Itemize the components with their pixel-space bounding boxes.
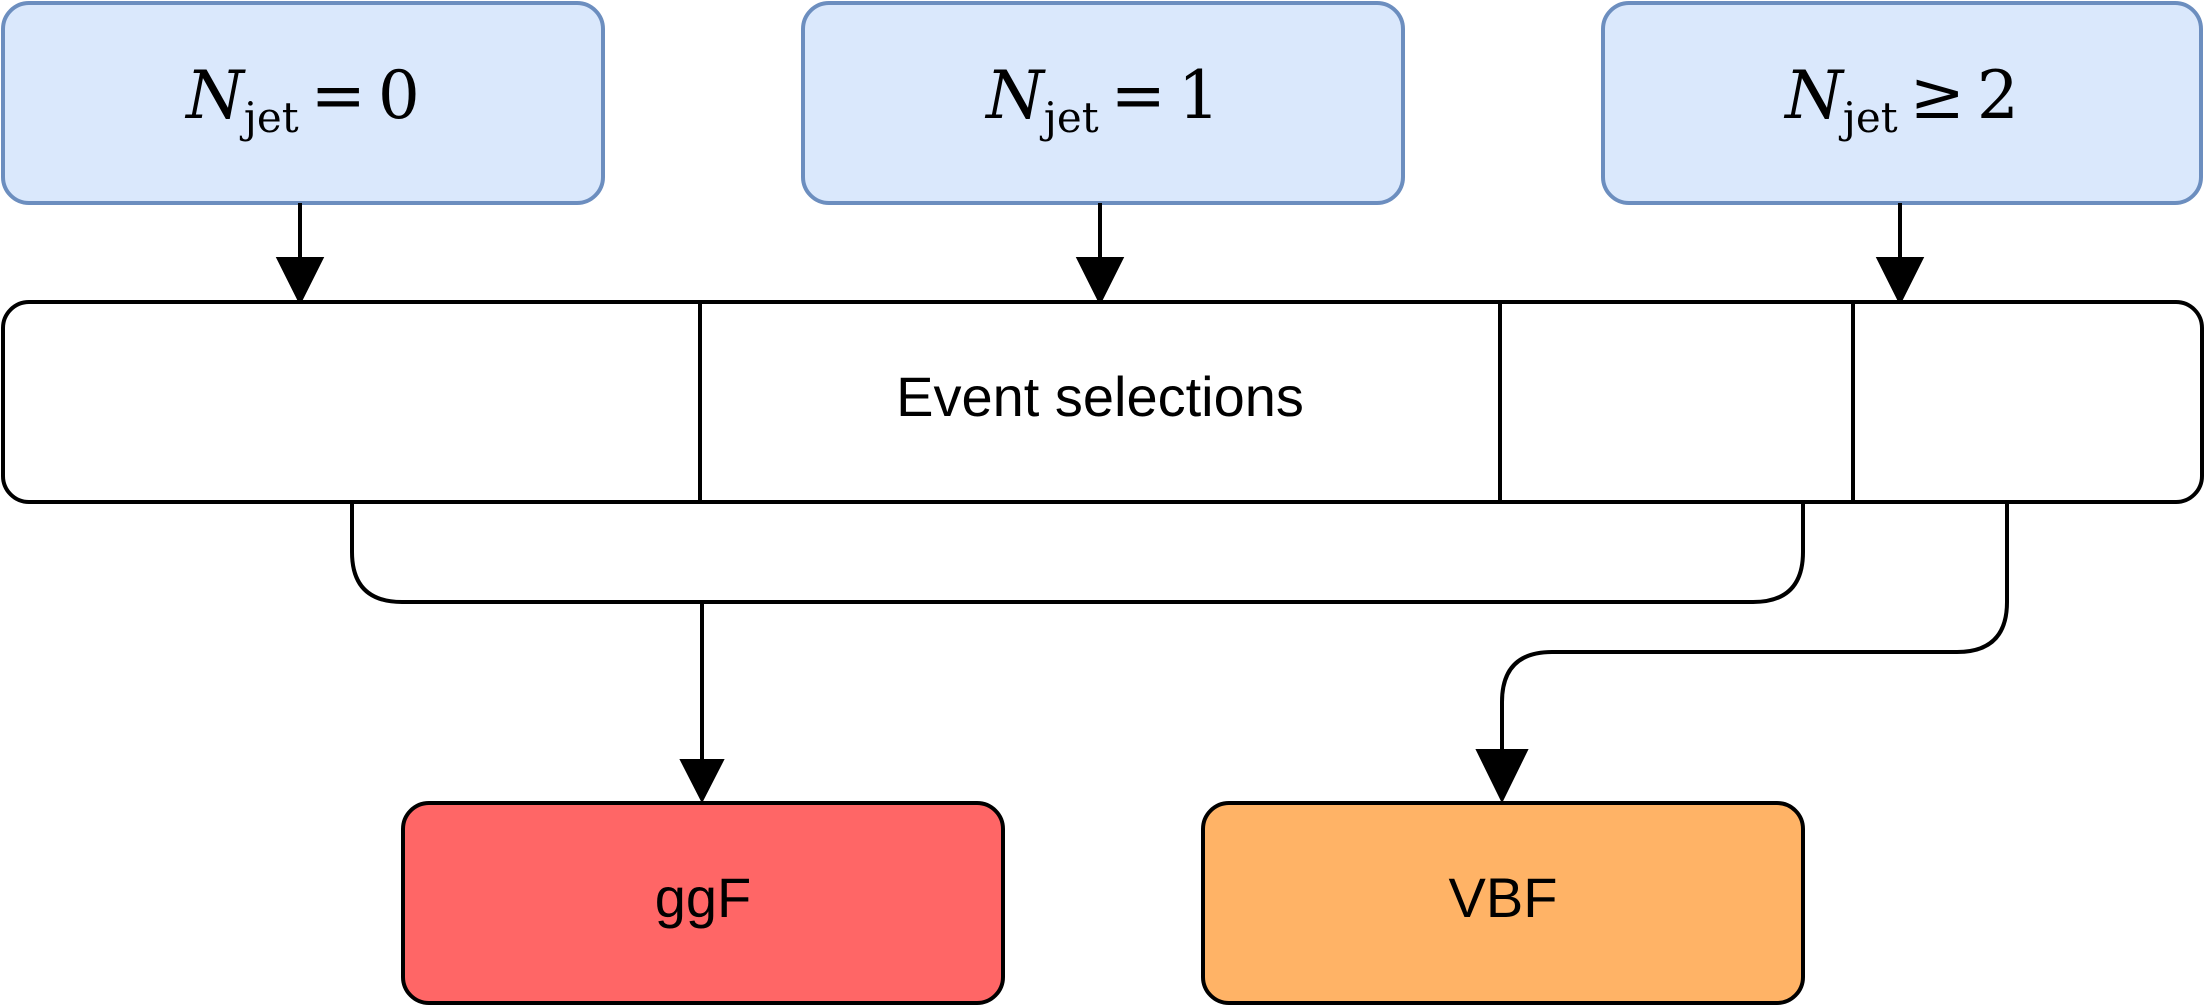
input-symbol-0: N — [184, 57, 246, 134]
output-box-vbf-shape — [1201, 801, 1805, 1005]
arrow-input-0-head — [275, 257, 325, 306]
input-subscript-0: jet — [239, 93, 299, 142]
input-box-njet-1: Njet = 1 — [801, 1, 1405, 205]
output-label-vbf: VBF — [1449, 866, 1558, 929]
selection-bar-shape — [1, 300, 2204, 504]
arrow-ggf-head — [679, 759, 725, 804]
input-symbol-1: N — [984, 57, 1046, 134]
output-box-vbf: VBF — [1201, 801, 1805, 1005]
arrow-input-1-head — [1075, 257, 1125, 306]
input-label-0: Njet = 0 — [184, 57, 420, 142]
output-box-ggf-shape — [401, 801, 1005, 1005]
input-subscript-2: jet — [1838, 93, 1898, 142]
output-box-ggf: ggF — [401, 801, 1005, 1005]
input-box-njet-0: Njet = 0 — [1, 1, 605, 205]
event-selections-bar: Event selections — [1, 300, 2204, 504]
input-label-1: Njet = 1 — [984, 57, 1220, 142]
output-label-ggf: ggF — [655, 866, 752, 929]
input-subscript-1: jet — [1039, 93, 1099, 142]
input-label-2: Njet ≥2 — [1783, 57, 2019, 142]
connector-ggf-merge — [350, 502, 1805, 604]
input-value-0: 0 — [378, 57, 420, 134]
input-value-2: 2 — [1977, 57, 2019, 134]
input-relation-2: ≥ — [1910, 57, 1965, 134]
input-symbol-2: N — [1783, 57, 1845, 134]
connector-vbf — [1500, 502, 2009, 752]
selection-label: Event selections — [896, 365, 1304, 428]
input-box-0-shape — [1, 1, 605, 205]
output-connectors — [350, 502, 2009, 762]
output-arrowheads — [679, 749, 1529, 804]
input-relation-1: = — [1111, 57, 1166, 134]
input-box-1-shape — [801, 1, 1405, 205]
input-value-1: 1 — [1178, 57, 1220, 134]
input-box-njet-2plus: Njet ≥2 — [1601, 1, 2203, 205]
input-box-2-shape — [1601, 1, 2203, 205]
input-relation-0: = — [311, 57, 366, 134]
input-arrows — [275, 203, 1925, 306]
arrow-input-2-head — [1875, 257, 1925, 306]
arrow-vbf-head — [1475, 749, 1529, 804]
